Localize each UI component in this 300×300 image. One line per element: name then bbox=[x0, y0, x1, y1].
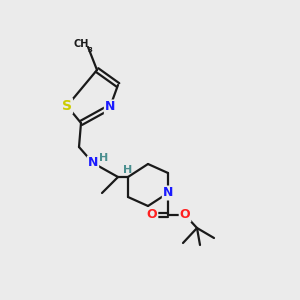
Text: O: O bbox=[180, 208, 190, 221]
Text: CH: CH bbox=[73, 39, 89, 49]
Text: N: N bbox=[163, 187, 173, 200]
Text: H: H bbox=[99, 153, 109, 163]
Text: 3: 3 bbox=[88, 47, 92, 53]
Text: S: S bbox=[62, 99, 72, 113]
Text: H: H bbox=[123, 165, 133, 175]
Text: O: O bbox=[147, 208, 157, 221]
Text: N: N bbox=[105, 100, 115, 113]
Text: N: N bbox=[88, 157, 98, 169]
